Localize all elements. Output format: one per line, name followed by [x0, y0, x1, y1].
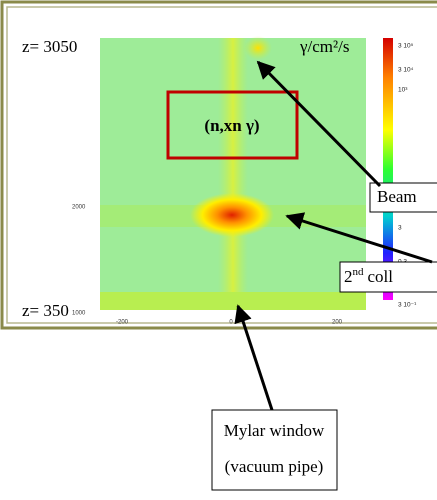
colorbar-label: 3 10⁴ — [398, 67, 414, 74]
colorbar-label: 3 — [398, 225, 402, 232]
collimator-number: 2 — [344, 267, 353, 286]
top-spot — [244, 36, 272, 60]
y-tick-label: 1000 — [72, 311, 86, 317]
heatmap — [100, 36, 366, 310]
unit-label: γ/cm²/s — [299, 37, 349, 56]
collimator-suffix: nd — [353, 266, 365, 278]
z-top-label: z= 3050 — [22, 37, 77, 56]
x-tick-label: -200 — [116, 320, 129, 326]
colorbar-label: 3 10⁻¹ — [398, 302, 417, 309]
mylar-line: Mylar window — [224, 421, 325, 440]
colorbar — [383, 38, 393, 300]
beam-column — [218, 38, 248, 310]
reaction-label: (n,xn γ) — [204, 116, 259, 135]
z-bottom-label: z= 350 — [22, 301, 69, 320]
hot-spot — [190, 193, 274, 237]
colorbar-label: 10³ — [398, 87, 408, 94]
collimator-text: coll — [368, 267, 394, 286]
colorbar-label: 3 10⁵ — [398, 43, 414, 50]
beam-label: Beam — [377, 187, 417, 206]
figure: (n,xn γ) z= 3050 z= 350 γ/cm²/s 2000 1000… — [0, 0, 437, 500]
x-tick-label: 200 — [332, 320, 343, 326]
mylar-line: (vacuum pipe) — [225, 457, 324, 476]
bottom-band — [100, 292, 366, 310]
y-tick-label: 2000 — [72, 205, 86, 211]
